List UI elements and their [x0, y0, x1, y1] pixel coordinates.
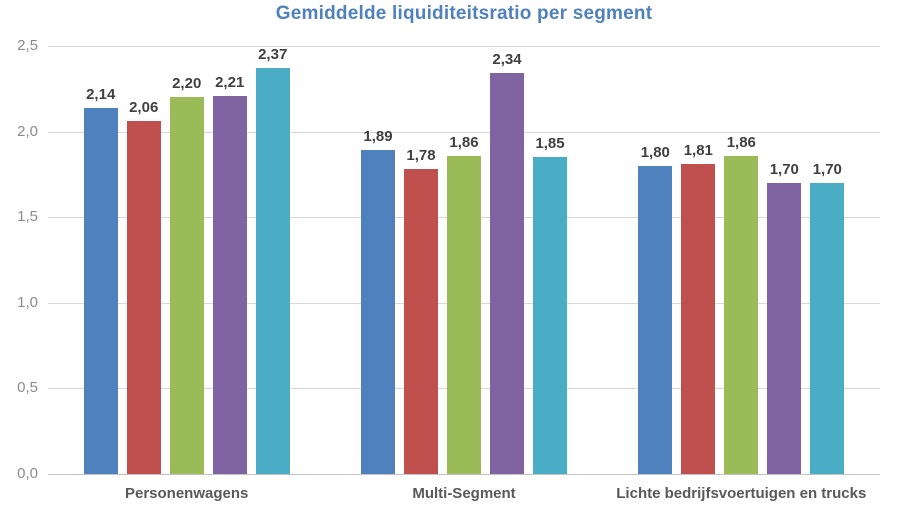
category-label-3: Lichte bedrijfsvoertuigen en trucks	[616, 485, 867, 502]
bar-series-2-red-group2	[404, 169, 438, 474]
bar-value-label: 1,89	[363, 128, 393, 146]
y-tick-label: 1,5	[17, 208, 38, 226]
y-tick-label: 0,5	[17, 379, 38, 397]
bar-series-2-red-group1	[126, 121, 161, 474]
y-gridline	[48, 131, 880, 133]
bar-value-label: 2,34	[492, 51, 522, 69]
bar-value-label: 1,81	[683, 142, 713, 160]
bar-series-3-green-group3	[724, 155, 759, 474]
bar-series-4-purple-group2	[490, 73, 524, 474]
bar-value-label: 2,21	[215, 73, 245, 91]
bar-value-label: 2,06	[129, 99, 159, 117]
y-tick-label: 2,5	[17, 37, 38, 54]
bar-value-label: 1,70	[812, 161, 842, 178]
bar-series-3-green-group1	[169, 97, 204, 474]
bar-value-label: 1,85	[535, 135, 565, 153]
bar-value-label: 1,80	[640, 143, 670, 161]
y-tick-label: 0,0	[17, 465, 38, 482]
bar-series-1-blue-group3	[638, 165, 673, 474]
category-label-1: Personenwagens	[124, 485, 249, 502]
bar-value-label: 1,70	[769, 161, 799, 178]
bar-series-1-blue-group1	[83, 107, 118, 474]
bar-series-1-blue-group2	[361, 150, 395, 474]
bar-series-5-teal-group2	[533, 157, 567, 474]
category-label-2: Multi-Segment	[412, 485, 516, 502]
bar-value-label: 2,20	[172, 75, 202, 93]
bar-value-label: 2,37	[258, 46, 288, 64]
x-axis-line	[48, 474, 880, 475]
chart-title: Gemiddelde liquiditeitsratio per segment	[275, 3, 653, 24]
bar-value-label: 2,14	[86, 85, 116, 103]
bar-series-3-green-group2	[447, 155, 481, 474]
y-tick-label: 1,0	[17, 293, 38, 311]
bar-series-5-teal-group3	[810, 183, 845, 474]
bar-value-label: 1,86	[726, 133, 756, 151]
bar-series-2-red-group3	[681, 164, 716, 474]
bar-series-5-teal-group1	[255, 68, 290, 474]
bar-value-label: 1,86	[449, 133, 479, 151]
bar-value-label: 1,78	[406, 147, 436, 165]
y-tick-label: 2,0	[17, 122, 38, 140]
bar-series-4-purple-group1	[212, 95, 247, 474]
bar-series-4-purple-group3	[767, 183, 802, 474]
y-gridline	[48, 46, 880, 47]
